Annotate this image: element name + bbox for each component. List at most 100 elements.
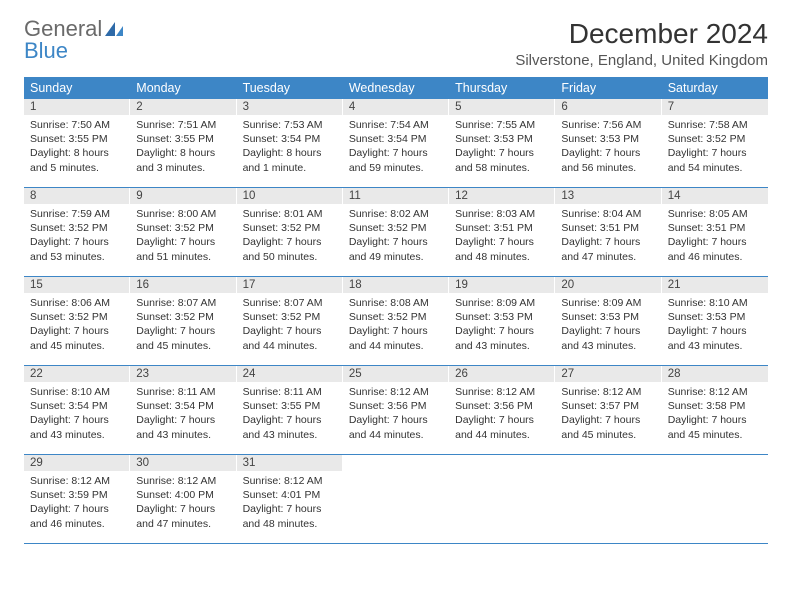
day-body: Sunrise: 7:51 AMSunset: 3:55 PMDaylight:… xyxy=(130,115,236,181)
day-cell: 31Sunrise: 8:12 AMSunset: 4:01 PMDayligh… xyxy=(237,455,343,543)
day-cell: 6Sunrise: 7:56 AMSunset: 3:53 PMDaylight… xyxy=(555,99,661,187)
sunrise-text: Sunrise: 8:09 AM xyxy=(561,296,655,310)
day-number: 26 xyxy=(449,366,555,382)
daylight-text: Daylight: 7 hours and 44 minutes. xyxy=(243,324,337,352)
sunset-text: Sunset: 3:56 PM xyxy=(455,399,549,413)
daylight-text: Daylight: 7 hours and 46 minutes. xyxy=(668,235,762,263)
sunrise-text: Sunrise: 7:59 AM xyxy=(30,207,124,221)
sunrise-text: Sunrise: 8:01 AM xyxy=(243,207,337,221)
day-cell xyxy=(555,455,661,543)
sunrise-text: Sunrise: 8:03 AM xyxy=(455,207,549,221)
weekday-header: Sunday xyxy=(24,77,130,99)
sunrise-text: Sunrise: 7:54 AM xyxy=(349,118,443,132)
day-cell: 26Sunrise: 8:12 AMSunset: 3:56 PMDayligh… xyxy=(449,366,555,454)
week-row: 22Sunrise: 8:10 AMSunset: 3:54 PMDayligh… xyxy=(24,366,768,455)
day-body: Sunrise: 8:00 AMSunset: 3:52 PMDaylight:… xyxy=(130,204,236,270)
day-body: Sunrise: 8:08 AMSunset: 3:52 PMDaylight:… xyxy=(343,293,449,359)
sunset-text: Sunset: 3:52 PM xyxy=(136,310,230,324)
sunset-text: Sunset: 3:54 PM xyxy=(243,132,337,146)
day-number: 27 xyxy=(555,366,661,382)
sunset-text: Sunset: 3:56 PM xyxy=(349,399,443,413)
day-number: 4 xyxy=(343,99,449,115)
sunrise-text: Sunrise: 8:12 AM xyxy=(561,385,655,399)
sunrise-text: Sunrise: 8:12 AM xyxy=(30,474,124,488)
logo: General Blue xyxy=(24,18,123,62)
sunset-text: Sunset: 3:52 PM xyxy=(136,221,230,235)
sunset-text: Sunset: 3:54 PM xyxy=(136,399,230,413)
day-body: Sunrise: 7:54 AMSunset: 3:54 PMDaylight:… xyxy=(343,115,449,181)
day-cell xyxy=(449,455,555,543)
day-cell: 5Sunrise: 7:55 AMSunset: 3:53 PMDaylight… xyxy=(449,99,555,187)
day-cell: 30Sunrise: 8:12 AMSunset: 4:00 PMDayligh… xyxy=(130,455,236,543)
sunset-text: Sunset: 3:53 PM xyxy=(561,132,655,146)
daylight-text: Daylight: 7 hours and 47 minutes. xyxy=(136,502,230,530)
sunset-text: Sunset: 3:52 PM xyxy=(243,221,337,235)
sunrise-text: Sunrise: 8:12 AM xyxy=(243,474,337,488)
sunset-text: Sunset: 3:52 PM xyxy=(349,310,443,324)
daylight-text: Daylight: 7 hours and 45 minutes. xyxy=(561,413,655,441)
daylight-text: Daylight: 7 hours and 45 minutes. xyxy=(30,324,124,352)
daylight-text: Daylight: 8 hours and 3 minutes. xyxy=(136,146,230,174)
sunset-text: Sunset: 3:53 PM xyxy=(668,310,762,324)
week-row: 15Sunrise: 8:06 AMSunset: 3:52 PMDayligh… xyxy=(24,277,768,366)
sunset-text: Sunset: 3:55 PM xyxy=(30,132,124,146)
day-number: 3 xyxy=(237,99,343,115)
day-cell: 2Sunrise: 7:51 AMSunset: 3:55 PMDaylight… xyxy=(130,99,236,187)
daylight-text: Daylight: 7 hours and 45 minutes. xyxy=(136,324,230,352)
day-body: Sunrise: 8:07 AMSunset: 3:52 PMDaylight:… xyxy=(130,293,236,359)
sunrise-text: Sunrise: 8:06 AM xyxy=(30,296,124,310)
sunrise-text: Sunrise: 7:51 AM xyxy=(136,118,230,132)
day-body: Sunrise: 8:04 AMSunset: 3:51 PMDaylight:… xyxy=(555,204,661,270)
day-number: 14 xyxy=(662,188,768,204)
daylight-text: Daylight: 7 hours and 43 minutes. xyxy=(668,324,762,352)
daylight-text: Daylight: 7 hours and 44 minutes. xyxy=(349,413,443,441)
week-row: 8 Sunrise: 7:59 AM Sunset: 3:52 PM Daylight… xyxy=(24,188,768,277)
sunset-text: Sunset: 3:52 PM xyxy=(30,310,124,324)
sunset-text: Sunset: 3:59 PM xyxy=(30,488,124,502)
weekday-header: Tuesday xyxy=(237,77,343,99)
day-number: 28 xyxy=(662,366,768,382)
sunset-text: Sunset: 3:53 PM xyxy=(561,310,655,324)
day-body: Sunrise: 8:12 AMSunset: 3:56 PMDaylight:… xyxy=(343,382,449,448)
day-body: Sunrise: 8:10 AMSunset: 3:53 PMDaylight:… xyxy=(662,293,768,359)
daylight-text: Daylight: 7 hours and 56 minutes. xyxy=(561,146,655,174)
day-number: 18 xyxy=(343,277,449,293)
day-number: 12 xyxy=(449,188,555,204)
day-body: Sunrise: 8:12 AMSunset: 3:59 PMDaylight:… xyxy=(24,471,130,537)
day-cell: 19Sunrise: 8:09 AMSunset: 3:53 PMDayligh… xyxy=(449,277,555,365)
day-cell: 18Sunrise: 8:08 AMSunset: 3:52 PMDayligh… xyxy=(343,277,449,365)
day-cell: 13Sunrise: 8:04 AMSunset: 3:51 PMDayligh… xyxy=(555,188,661,276)
day-body: Sunrise: 7:58 AMSunset: 3:52 PMDaylight:… xyxy=(662,115,768,181)
day-number: 20 xyxy=(555,277,661,293)
day-cell: 3Sunrise: 7:53 AMSunset: 3:54 PMDaylight… xyxy=(237,99,343,187)
sunset-text: Sunset: 3:58 PM xyxy=(668,399,762,413)
sunrise-text: Sunrise: 7:55 AM xyxy=(455,118,549,132)
day-body: Sunrise: 8:07 AMSunset: 3:52 PMDaylight:… xyxy=(237,293,343,359)
daylight-text: Daylight: 7 hours and 58 minutes. xyxy=(455,146,549,174)
sunrise-text: Sunrise: 8:12 AM xyxy=(349,385,443,399)
day-number: 25 xyxy=(343,366,449,382)
day-body: Sunrise: 8:11 AMSunset: 3:54 PMDaylight:… xyxy=(130,382,236,448)
day-number: 13 xyxy=(555,188,661,204)
day-cell: 8Sunrise: 7:59 AMSunset: 3:52 PMDaylight… xyxy=(24,188,130,276)
logo-text: General Blue xyxy=(24,18,123,62)
sunset-text: Sunset: 3:54 PM xyxy=(30,399,124,413)
weekday-header: Monday xyxy=(130,77,236,99)
sunrise-text: Sunrise: 8:00 AM xyxy=(136,207,230,221)
daylight-text: Daylight: 7 hours and 46 minutes. xyxy=(30,502,124,530)
day-cell: 24Sunrise: 8:11 AMSunset: 3:55 PMDayligh… xyxy=(237,366,343,454)
logo-part2: Blue xyxy=(24,38,68,63)
weekday-header: Friday xyxy=(555,77,661,99)
day-cell: 27Sunrise: 8:12 AMSunset: 3:57 PMDayligh… xyxy=(555,366,661,454)
sunset-text: Sunset: 3:54 PM xyxy=(349,132,443,146)
sunset-text: Sunset: 4:00 PM xyxy=(136,488,230,502)
day-body: Sunrise: 7:50 AMSunset: 3:55 PMDaylight:… xyxy=(24,115,130,181)
day-number: 31 xyxy=(237,455,343,471)
day-number: 8 xyxy=(24,188,130,204)
sunrise-text: Sunrise: 8:02 AM xyxy=(349,207,443,221)
day-body: Sunrise: 8:06 AMSunset: 3:52 PMDaylight:… xyxy=(24,293,130,359)
day-number: 1 xyxy=(24,99,130,115)
daylight-text: Daylight: 7 hours and 49 minutes. xyxy=(349,235,443,263)
day-cell: 15Sunrise: 8:06 AMSunset: 3:52 PMDayligh… xyxy=(24,277,130,365)
day-number: 29 xyxy=(24,455,130,471)
